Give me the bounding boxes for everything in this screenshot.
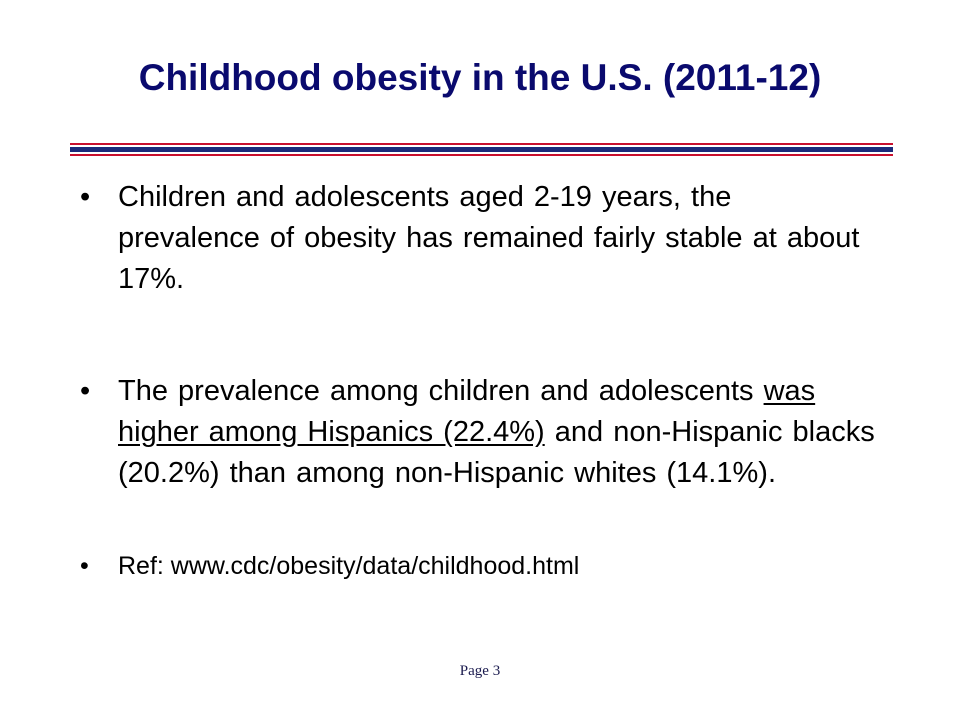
bullet-marker: • [80, 375, 91, 407]
bullet-item-reference: • Ref: www.cdc/obesity/data/childhood.ht… [80, 549, 880, 583]
bullet-marker: • [80, 181, 91, 213]
bullet-text: Children and adolescents aged 2-19 years… [118, 181, 860, 295]
title-divider-red-bottom [70, 154, 893, 156]
bullet-list: • Children and adolescents aged 2-19 yea… [80, 177, 880, 583]
bullet-item-ethnicity: • The prevalence among children and adol… [80, 371, 880, 494]
slide-title: Childhood obesity in the U.S. (2011-12) [138, 57, 822, 98]
reference-text: Ref: www.cdc/obesity/data/childhood.html [118, 552, 580, 580]
title-divider-blue [70, 147, 893, 152]
bullet-text-underlined: was higher among Hispanics (22.4%) [118, 375, 816, 448]
bullet-item-prevalence: • Children and adolescents aged 2-19 yea… [80, 177, 880, 300]
title-divider-red-top [70, 143, 893, 145]
bullet-text-part2: and non-Hispanic blacks (20.2%) than amo… [118, 416, 875, 489]
bullet-text-part1: The prevalence among children and adoles… [118, 375, 764, 407]
page-number: Page 3 [459, 663, 501, 679]
bullet-marker: • [80, 552, 89, 580]
